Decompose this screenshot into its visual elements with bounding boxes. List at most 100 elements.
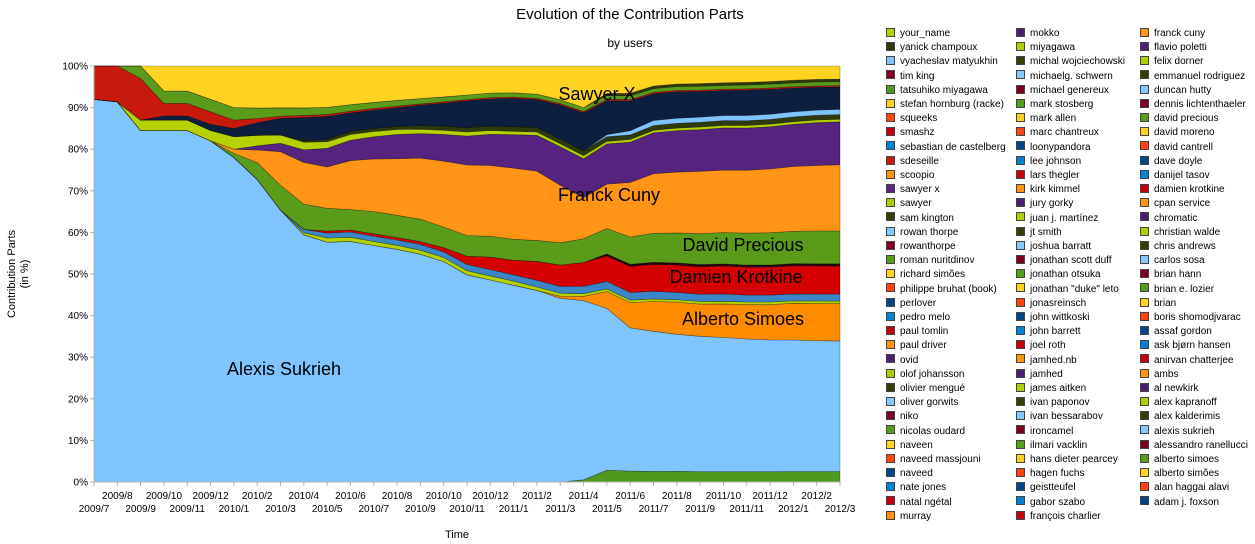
legend-label: rowanthorpe xyxy=(900,241,956,252)
legend-swatch xyxy=(1016,127,1025,137)
legend-label: ivan paponov xyxy=(1030,397,1090,409)
legend-swatch xyxy=(1016,42,1025,52)
legend-label: brian hann xyxy=(1154,269,1202,281)
legend-swatch xyxy=(1140,354,1149,364)
legend-item: jamhed.nb xyxy=(1016,354,1077,368)
legend-label: dennis lichtenthaeler xyxy=(1154,99,1246,110)
x-tick-label: 2011/8 xyxy=(662,491,692,502)
legend-item: geistteufel xyxy=(1016,481,1076,495)
legend-label: jonathan scott duff xyxy=(1030,255,1112,267)
legend-swatch xyxy=(1140,340,1149,350)
area-annotation: Alexis Sukrieh xyxy=(227,359,341,379)
x-tick-label: 2010/3 xyxy=(265,504,296,515)
legend-item: alberto simões xyxy=(1140,467,1219,481)
legend-label: michael genereux xyxy=(1030,84,1109,96)
x-tick-label: 2011/5 xyxy=(592,504,622,515)
legend-label: olof johansson xyxy=(900,368,965,380)
legend-label: nate jones xyxy=(900,482,947,494)
legend-item: duncan hutty xyxy=(1140,84,1211,98)
legend-swatch xyxy=(1016,382,1025,392)
legend-item: pedro melo xyxy=(886,311,950,325)
legend-item: smashz xyxy=(886,126,934,140)
legend-label: alessandro ranellucci xyxy=(1154,439,1248,451)
legend-label: ask bjørn hansen xyxy=(1154,340,1231,352)
legend-item: david cantrell xyxy=(1140,141,1213,155)
legend-label: natal ngétal xyxy=(900,496,952,508)
legend-item: mark stosberg xyxy=(1016,98,1093,112)
legend-label: pedro melo xyxy=(900,312,951,323)
x-axis-title: Time xyxy=(445,529,469,541)
legend-swatch xyxy=(1140,212,1149,222)
x-tick-label: 2010/8 xyxy=(382,491,413,502)
legend-label: adam j. foxson xyxy=(1154,496,1220,508)
legend-label: chromatic xyxy=(1154,212,1198,224)
legend-swatch xyxy=(1140,27,1149,37)
area-series-5 xyxy=(93,99,841,296)
legend-swatch xyxy=(1016,510,1025,520)
legend-label: rowan thorpe xyxy=(900,226,959,238)
legend-swatch xyxy=(1016,482,1025,492)
legend-swatch xyxy=(1140,482,1149,492)
area-series-17 xyxy=(94,65,841,109)
legend-swatch xyxy=(886,425,895,435)
legend-item: sam kington xyxy=(886,212,954,226)
legend-swatch xyxy=(1140,169,1149,179)
legend-swatch xyxy=(886,354,895,364)
legend-label: geistteufel xyxy=(1030,482,1076,494)
legend-label: paul driver xyxy=(900,340,947,352)
legend-swatch xyxy=(886,397,895,407)
legend-item: hans dieter pearcey xyxy=(1016,453,1118,467)
legend-item: chromatic xyxy=(1140,212,1197,226)
legend-label: chris andrews xyxy=(1154,241,1216,252)
legend-label: jonasreinsch xyxy=(1030,297,1087,309)
legend-label: loonypandora xyxy=(1030,141,1091,153)
area-series-group xyxy=(93,65,841,483)
legend-label: ambs xyxy=(1154,368,1179,380)
legend-swatch xyxy=(1140,127,1149,137)
legend-label: assaf gordon xyxy=(1154,326,1212,338)
legend-item: your_name xyxy=(886,27,950,41)
legend-label: squeeks xyxy=(900,113,938,125)
area-annotation: David Precious xyxy=(682,235,803,255)
legend-item: lars thegler xyxy=(1016,169,1079,183)
legend-item: james aitken xyxy=(1016,382,1086,396)
legend-swatch xyxy=(1016,425,1025,435)
legend-label: mokko xyxy=(1030,28,1060,39)
legend-swatch xyxy=(1016,98,1025,108)
legend-swatch xyxy=(1140,382,1149,392)
legend-item: richard simões xyxy=(886,268,965,282)
legend-item: franck cuny xyxy=(1140,27,1205,41)
legend-swatch xyxy=(886,84,895,94)
legend-label: john barrett xyxy=(1030,326,1081,338)
y-tick-label: 20% xyxy=(68,394,88,405)
legend-label: your_name xyxy=(900,28,951,39)
y-tick-label: 50% xyxy=(68,270,88,281)
legend-swatch xyxy=(886,496,895,506)
legend-item: brian hann xyxy=(1140,268,1201,282)
legend-label: lars thegler xyxy=(1030,170,1080,181)
x-tick-label: 2012/1 xyxy=(778,504,809,515)
legend-item: jamhed xyxy=(1016,368,1063,382)
area-series-3 xyxy=(93,99,841,305)
legend-swatch xyxy=(1140,70,1149,80)
x-tick-label: 2010/7 xyxy=(358,504,389,515)
legend-swatch xyxy=(1140,439,1149,449)
legend-swatch xyxy=(1016,198,1025,208)
legend-swatch xyxy=(886,411,895,421)
legend-label: naveed massjouni xyxy=(900,454,981,465)
legend-swatch xyxy=(886,283,895,293)
legend-item: emmanuel rodriguez xyxy=(1140,70,1245,84)
legend-label: alex kapranoff xyxy=(1154,397,1217,409)
legend-item: brian xyxy=(1140,297,1176,311)
x-tick-label: 2011/1 xyxy=(499,504,529,515)
legend-label: gabor szabo xyxy=(1030,496,1086,508)
legend-label: duncan hutty xyxy=(1154,84,1212,96)
x-tick-label: 2010/2 xyxy=(242,491,273,502)
x-tick-label: 2011/3 xyxy=(545,504,575,515)
legend-swatch xyxy=(1016,184,1025,194)
legend-label: oliver gorwits xyxy=(900,397,959,409)
legend-label: emmanuel rodriguez xyxy=(1154,70,1246,82)
legend-swatch xyxy=(886,27,895,37)
legend-item: vyacheslav matyukhin xyxy=(886,55,998,69)
legend-label: joel roth xyxy=(1030,340,1066,352)
